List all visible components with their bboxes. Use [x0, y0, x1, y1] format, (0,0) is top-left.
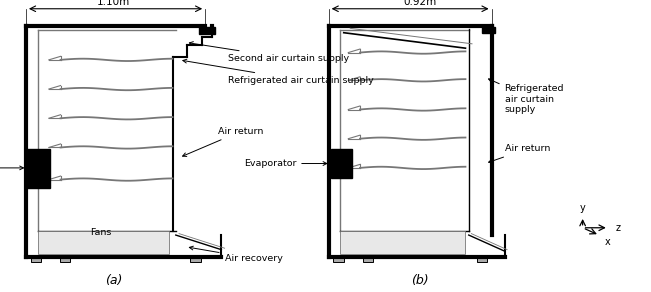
Text: Air return: Air return — [489, 145, 550, 163]
Bar — [482, 27, 495, 33]
Text: Refrigerated air curtain supply: Refrigerated air curtain supply — [183, 59, 374, 85]
Text: 0.92m: 0.92m — [403, 0, 437, 7]
Bar — [333, 257, 344, 262]
Text: Evaporator: Evaporator — [0, 164, 23, 172]
Text: z: z — [615, 223, 620, 233]
Text: Air return: Air return — [182, 127, 264, 157]
Text: Fans: Fans — [90, 228, 111, 237]
Bar — [340, 231, 465, 254]
Text: y: y — [580, 203, 585, 213]
Text: Second air curtain supply: Second air curtain supply — [189, 42, 349, 63]
Bar — [199, 27, 215, 34]
Bar — [31, 257, 41, 262]
Bar — [27, 149, 50, 188]
Bar — [477, 257, 487, 262]
Text: (a): (a) — [105, 274, 122, 287]
Bar — [363, 257, 373, 262]
Text: Refrigerated
air curtain
supply: Refrigerated air curtain supply — [488, 79, 564, 114]
Text: Air recovery: Air recovery — [189, 246, 283, 263]
Bar — [60, 257, 70, 262]
Text: x: x — [605, 237, 611, 247]
Bar — [331, 149, 352, 178]
Text: Evaporator: Evaporator — [243, 159, 327, 168]
Text: 1.10m: 1.10m — [97, 0, 131, 7]
Bar — [38, 231, 169, 254]
Text: (b): (b) — [411, 274, 429, 287]
Bar — [190, 257, 201, 262]
